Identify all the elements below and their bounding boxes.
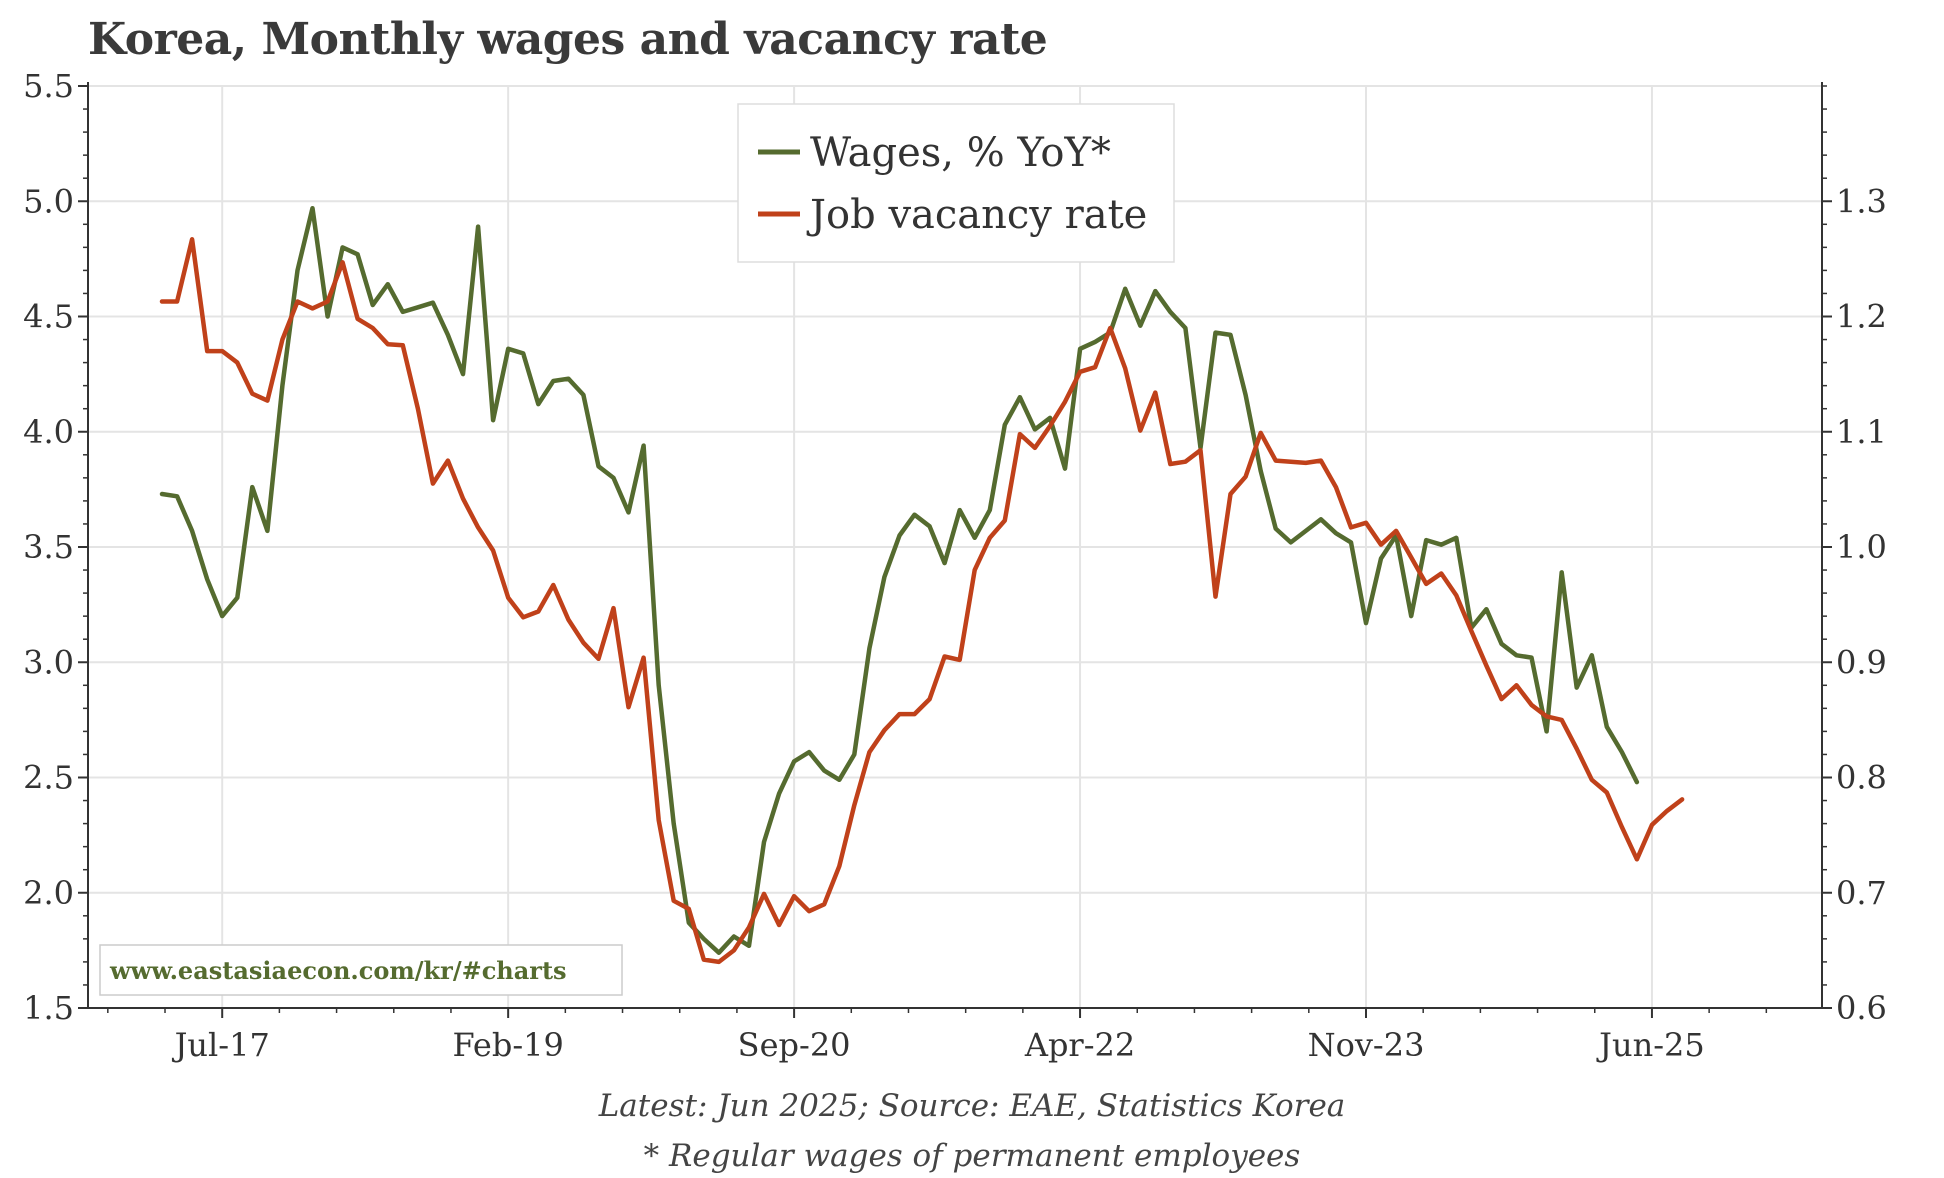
source-note: Latest: Jun 2025; Source: EAE, Statistic…: [598, 1088, 1346, 1124]
left-tick-label: 3.0: [23, 643, 74, 681]
left-tick-label: 4.5: [23, 298, 74, 336]
chart-title: Korea, Monthly wages and vacancy rate: [88, 14, 1048, 65]
chart-plot: 1.5 2.0 2.5 3.0 3.5 4.0 4.5 5.0 5.5 0.6 0.7 0.8 0.9…: [23, 67, 1887, 1064]
right-tick-label: 0.7: [1836, 874, 1887, 912]
x-tick-label: Nov-23: [1308, 1026, 1425, 1064]
x-tick-label: Jul-17: [172, 1026, 270, 1064]
right-tick-label: 1.0: [1836, 528, 1887, 566]
axes: [87, 82, 1823, 1009]
right-tick-label: 1.2: [1836, 298, 1887, 336]
x-tick-label: Sep-20: [738, 1026, 851, 1064]
left-tick-label: 2.5: [23, 759, 74, 797]
left-tick-label: 5.0: [23, 182, 74, 220]
footnote: * Regular wages of permanent employees: [643, 1138, 1301, 1174]
watermark-box: [99, 944, 623, 996]
legend-label: Job vacancy rate: [806, 192, 1147, 238]
wages-line: [159, 205, 1640, 955]
watermark: www.eastasiaecon.com/kr/#charts: [99, 944, 623, 996]
legend: Wages, % YoY* Job vacancy rate: [737, 103, 1175, 263]
left-tick-label: 1.5: [23, 989, 74, 1027]
watermark-text: www.eastasiaecon.com/kr/#charts: [109, 956, 567, 985]
x-tick-label: Apr-22: [1024, 1026, 1135, 1064]
grid-lines: [88, 85, 1822, 1008]
left-tick-label: 2.0: [23, 874, 74, 912]
x-axis-labels: Jul-17 Feb-19 Sep-20 Apr-22 Nov-23 Jun-25: [172, 1026, 1705, 1064]
left-axis-labels: 1.5 2.0 2.5 3.0 3.5 4.0 4.5 5.0 5.5: [23, 67, 74, 1027]
legend-label: Wages, % YoY*: [810, 130, 1111, 176]
left-tick-label: 4.0: [23, 413, 74, 451]
left-tick-label: 5.5: [23, 67, 74, 105]
series-lines: [159, 205, 1685, 965]
left-tick-label: 3.5: [23, 528, 74, 566]
x-tick-label: Jun-25: [1596, 1026, 1705, 1064]
right-tick-label: 1.3: [1836, 182, 1887, 220]
right-axis-labels: 0.6 0.7 0.8 0.9 1.0 1.1 1.2 1.3: [1836, 182, 1887, 1027]
tick-marks: [78, 85, 1832, 1018]
vacancy-rate-line: [159, 237, 1685, 965]
right-tick-label: 0.9: [1836, 643, 1887, 681]
legend-box: [737, 103, 1175, 263]
right-tick-label: 0.6: [1836, 989, 1887, 1027]
x-tick-label: Feb-19: [452, 1026, 563, 1064]
right-tick-label: 0.8: [1836, 759, 1887, 797]
right-tick-label: 1.1: [1836, 413, 1887, 451]
